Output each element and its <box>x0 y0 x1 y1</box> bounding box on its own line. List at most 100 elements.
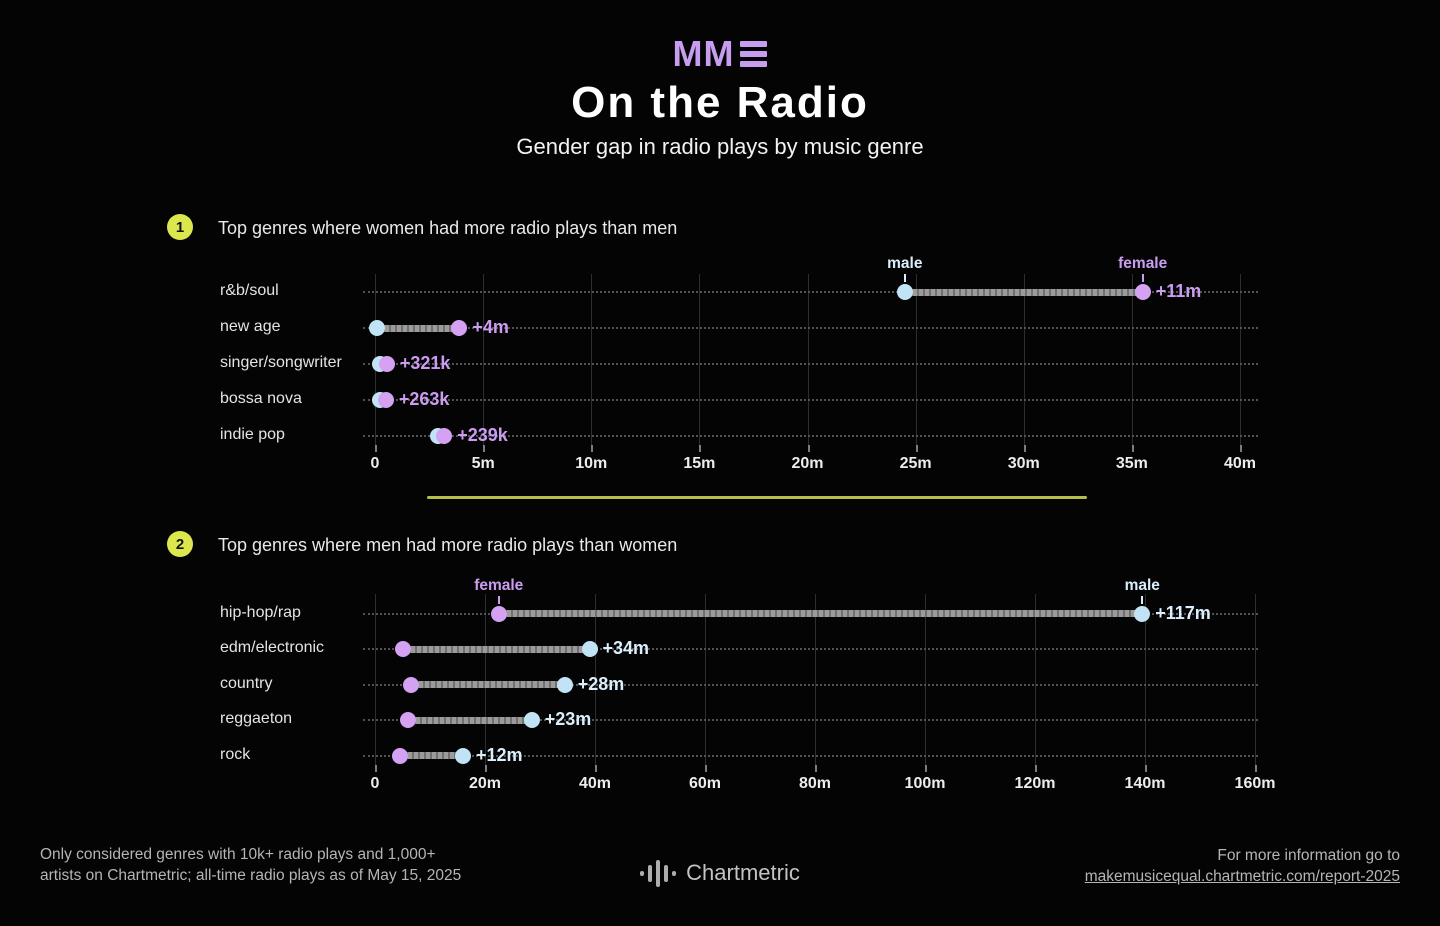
female-dot <box>400 712 416 728</box>
row-leader-line <box>363 754 1258 757</box>
female-dot <box>391 747 408 764</box>
axis-tick <box>1145 765 1147 772</box>
diff-label: +28m <box>577 673 625 694</box>
section-2-title: Top genres where men had more radio play… <box>218 535 678 555</box>
axis-tick-label: 30m <box>1007 455 1040 472</box>
row-leader-line <box>363 435 1258 437</box>
dumbbell-connector <box>377 324 460 332</box>
dumbbell-connector <box>498 610 1143 617</box>
page-subtitle: Gender gap in radio plays by music genre <box>516 134 924 159</box>
diff-label: +263k <box>398 389 450 409</box>
section-divider-line <box>427 496 1087 499</box>
footer-note: Only considered genres with 10k+ radio p… <box>40 844 461 886</box>
female-annotation-label: female <box>1118 255 1168 272</box>
genre-label: rock <box>220 745 251 763</box>
footer-note-line1: Only considered genres with 10k+ radio p… <box>40 846 436 863</box>
row-leader-line <box>363 327 1258 329</box>
chartmetric-brand: Chartmetric <box>0 858 1440 888</box>
axis-tick-label: 20m <box>468 775 502 792</box>
row-leader-line <box>363 683 1258 686</box>
female-dot <box>436 428 453 444</box>
axis-tick <box>925 765 927 772</box>
axis-tick <box>375 765 377 772</box>
mme-logo-mm: MM <box>672 33 735 74</box>
female-dot <box>451 320 468 336</box>
axis-tick-label: 35m <box>1115 455 1148 472</box>
page-title: On the Radio <box>571 78 869 127</box>
axis-tick <box>815 765 817 772</box>
dumbbell-connector <box>402 645 590 653</box>
footer-note-line2: artists on Chartmetric; all-time radio p… <box>40 867 462 884</box>
female-annotation-tick <box>497 595 500 604</box>
gridline <box>595 594 596 772</box>
gridline <box>925 594 926 772</box>
female-dot <box>490 605 507 622</box>
female-dot <box>402 676 419 693</box>
axis-tick-label: 20m <box>791 455 824 472</box>
axis-tick-label: 0 <box>370 775 380 792</box>
male-dot <box>369 320 386 336</box>
report-link[interactable]: makemusicequal.chartmetric.com/report-20… <box>1084 868 1400 885</box>
genre-label: edm/electronic <box>220 639 325 656</box>
axis-tick <box>1023 445 1026 452</box>
axis-tick <box>375 445 377 452</box>
male-dot <box>896 284 913 300</box>
gridline <box>815 594 816 772</box>
axis-tick-label: 40m <box>578 775 612 792</box>
section-1-title: Top genres where women had more radio pl… <box>218 218 678 238</box>
chartmetric-brand-text: Chartmetric <box>686 860 800 885</box>
genre-label: r&b/soul <box>220 282 279 299</box>
axis-tick-label: 25m <box>899 455 932 472</box>
dumbbell-connector <box>410 681 565 688</box>
genre-label: country <box>220 674 273 692</box>
axis-tick-label: 140m <box>1124 775 1166 792</box>
diff-label: +4m <box>472 317 509 337</box>
chartmetric-waveform-icon <box>640 858 677 888</box>
genre-label: indie pop <box>220 426 285 443</box>
axis-tick <box>699 445 702 452</box>
mme-logo-e-bars-icon <box>740 41 768 67</box>
axis-tick-label: 10m <box>575 455 608 472</box>
gridline <box>1035 594 1036 772</box>
genre-label: hip-hop/rap <box>220 603 301 621</box>
axis-tick <box>1131 445 1134 452</box>
row-leader-line <box>363 399 1258 401</box>
diff-label: +11m <box>1155 281 1202 301</box>
dumbbell-connector <box>904 288 1143 296</box>
row-leader-line <box>363 363 1258 365</box>
male-dot <box>523 712 540 728</box>
gridline <box>1255 594 1256 772</box>
axis-tick-label: 120m <box>1014 775 1056 792</box>
female-annotation-tick <box>1141 274 1144 282</box>
axis-tick-label: 160m <box>1234 775 1276 792</box>
axis-tick <box>483 445 486 452</box>
gridline <box>375 594 376 772</box>
mme-logo: MM <box>0 36 1440 72</box>
gridline <box>705 594 706 772</box>
row-leader-line <box>363 648 1258 650</box>
axis-tick <box>1240 445 1242 452</box>
footer-info-text: For more information go to <box>1217 847 1400 864</box>
axis-tick <box>1035 765 1037 772</box>
female-annotation-label: female <box>474 576 524 594</box>
axis-tick-label: 60m <box>688 775 722 792</box>
axis-tick-label: 0 <box>370 455 380 472</box>
diff-label: +34m <box>602 638 650 658</box>
footer-info: For more information go to makemusicequa… <box>1085 845 1400 887</box>
axis-tick <box>807 445 810 452</box>
axis-tick <box>1255 765 1257 772</box>
axis-tick-label: 15m <box>683 455 716 472</box>
section-2-number-badge: 2 <box>167 531 193 557</box>
male-annotation-label: male <box>1124 576 1160 594</box>
male-dot <box>556 676 573 693</box>
diff-label: +321k <box>399 353 451 373</box>
axis-tick <box>915 445 918 452</box>
female-dot <box>394 641 411 657</box>
dumbbell-connector <box>408 716 532 724</box>
diff-label: +239k <box>457 425 508 445</box>
row-leader-line <box>363 291 1258 293</box>
female-dot <box>378 356 395 372</box>
male-annotation-tick <box>1141 595 1144 604</box>
